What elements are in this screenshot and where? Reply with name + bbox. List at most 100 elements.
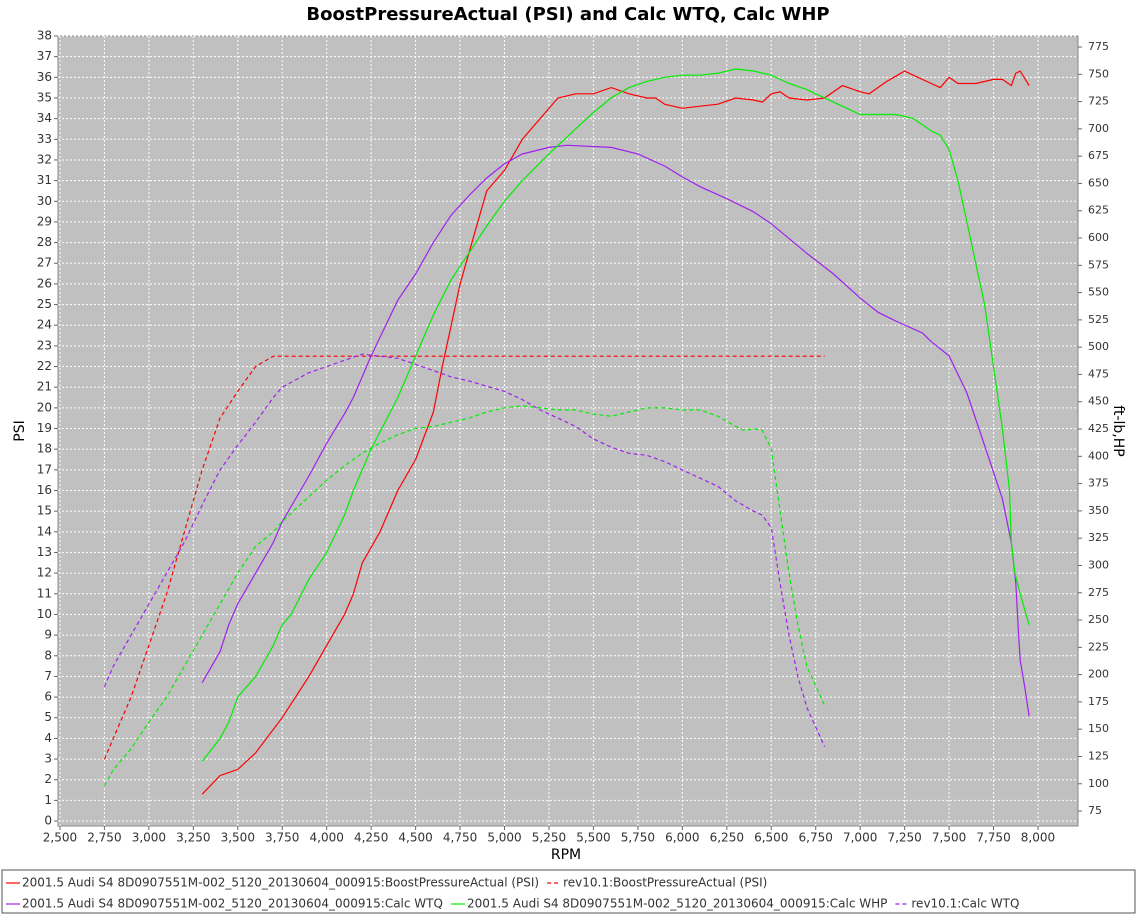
y2-tick-label: 375 (1088, 477, 1109, 490)
x-tick-label: 7,500 (932, 831, 966, 845)
y-tick-label: 31 (37, 173, 52, 187)
y-tick-label: 28 (37, 235, 52, 249)
y-tick-label: 23 (37, 338, 52, 352)
y-tick-label: 2 (44, 772, 52, 786)
chart-title: BoostPressureActual (PSI) and Calc WTQ, … (306, 4, 829, 25)
legend-label: rev10.1:BoostPressureActual (PSI) (563, 876, 767, 890)
x-tick-label: 4,750 (443, 831, 477, 845)
y-tick-label: 14 (37, 524, 52, 538)
legend-label: 2001.5 Audi S4 8D0907551M-002_5120_20130… (467, 897, 887, 911)
y-tick-label: 32 (37, 152, 52, 166)
data-line (201, 70, 1030, 795)
y2-tick-label: 250 (1088, 613, 1109, 626)
y-tick-label: 1 (44, 793, 52, 807)
y2-tick-label: 325 (1088, 531, 1109, 544)
y2-tick-label: 500 (1088, 340, 1109, 353)
legend-label: rev10.1:Calc WTQ (911, 897, 1019, 911)
y-tick-label: 38 (37, 29, 52, 43)
y-tick-label: 29 (37, 214, 52, 228)
y-tick-label: 13 (37, 545, 52, 559)
data-line (103, 405, 826, 787)
x-tick-label: 5,000 (487, 831, 521, 845)
y2-tick-label: 475 (1088, 367, 1109, 380)
y-tick-label: 5 (44, 710, 52, 724)
y-tick-label: 34 (37, 111, 52, 125)
y2-tick-label: 525 (1088, 313, 1109, 326)
x-tick-label: 2,750 (87, 831, 121, 845)
y-tick-label: 21 (37, 380, 52, 394)
y2-tick-label: 200 (1088, 668, 1109, 681)
y-tick-label: 7 (44, 669, 52, 683)
y-tick-label: 19 (37, 421, 52, 435)
x-tick-label: 2,500 (43, 831, 77, 845)
legend-label: 2001.5 Audi S4 8D0907551M-002_5120_20130… (22, 897, 443, 911)
y-tick-label: 25 (37, 297, 52, 311)
y-tick-label: 4 (44, 731, 52, 745)
x-tick-label: 4,250 (354, 831, 388, 845)
plot-area (57, 35, 1079, 827)
y-tick-label: 18 (37, 442, 52, 456)
y2-tick-label: 350 (1088, 504, 1109, 517)
y-tick-label: 35 (37, 90, 52, 104)
y-tick-label: 9 (44, 628, 52, 642)
y2-tick-label: 175 (1088, 695, 1109, 708)
y2-tick-label: 425 (1088, 422, 1109, 435)
y-tick-label: 30 (37, 194, 52, 208)
y2-tick-label: 300 (1088, 558, 1109, 571)
y2-tick-label: 625 (1088, 204, 1109, 217)
x-tick-label: 4,500 (398, 831, 432, 845)
x-tick-label: 5,250 (532, 831, 566, 845)
x-tick-label: 6,500 (754, 831, 788, 845)
y2-tick-label: 550 (1088, 286, 1109, 299)
x-tick-label: 4,000 (310, 831, 344, 845)
data-line (201, 144, 1030, 717)
y-tick-label: 20 (37, 400, 52, 414)
y2-tick-label: 650 (1088, 176, 1109, 189)
y-tick-label: 24 (37, 318, 52, 332)
y2-axis-label: ft-lb,HP (1110, 405, 1126, 456)
x-tick-label: 3,500 (221, 831, 255, 845)
x-tick-label: 7,000 (843, 831, 877, 845)
y2-tick-label: 225 (1088, 640, 1109, 653)
x-tick-label: 6,000 (665, 831, 699, 845)
x-tick-label: 3,000 (132, 831, 166, 845)
y-axis-label: PSI (12, 420, 28, 441)
y-tick-label: 27 (37, 256, 52, 270)
legend-box (1, 869, 1136, 914)
y-tick-label: 12 (37, 566, 52, 580)
y2-tick-label: 775 (1088, 40, 1109, 53)
y2-tick-label: 750 (1088, 67, 1109, 80)
y-tick-label: 0 (44, 814, 52, 828)
y2-tick-label: 700 (1088, 122, 1109, 135)
y2-tick-label: 400 (1088, 449, 1109, 462)
x-tick-label: 6,750 (799, 831, 833, 845)
y-tick-label: 8 (44, 648, 52, 662)
x-axis-label: RPM (551, 847, 581, 863)
x-tick-label: 3,250 (176, 831, 210, 845)
y2-tick-label: 575 (1088, 258, 1109, 271)
x-tick-label: 5,500 (576, 831, 610, 845)
y-tick-label: 37 (37, 49, 52, 63)
y-tick-label: 10 (37, 607, 52, 621)
data-line (201, 68, 1030, 762)
y-tick-label: 26 (37, 276, 52, 290)
y2-tick-label: 75 (1088, 804, 1102, 817)
y2-tick-label: 275 (1088, 586, 1109, 599)
y-tick-label: 3 (44, 752, 52, 766)
y-tick-label: 17 (37, 462, 52, 476)
x-tick-label: 7,750 (976, 831, 1010, 845)
y-tick-label: 16 (37, 483, 52, 497)
y-tick-label: 6 (44, 690, 52, 704)
y2-tick-label: 450 (1088, 395, 1109, 408)
data-line (103, 355, 825, 760)
y2-tick-label: 600 (1088, 231, 1109, 244)
y-tick-label: 15 (37, 504, 52, 518)
y2-tick-label: 675 (1088, 149, 1109, 162)
x-tick-label: 6,250 (710, 831, 744, 845)
x-tick-label: 3,750 (265, 831, 299, 845)
y-tick-label: 22 (37, 359, 52, 373)
y2-tick-label: 100 (1088, 777, 1109, 790)
y-tick-label: 36 (37, 70, 52, 84)
x-tick-label: 7,250 (887, 831, 921, 845)
